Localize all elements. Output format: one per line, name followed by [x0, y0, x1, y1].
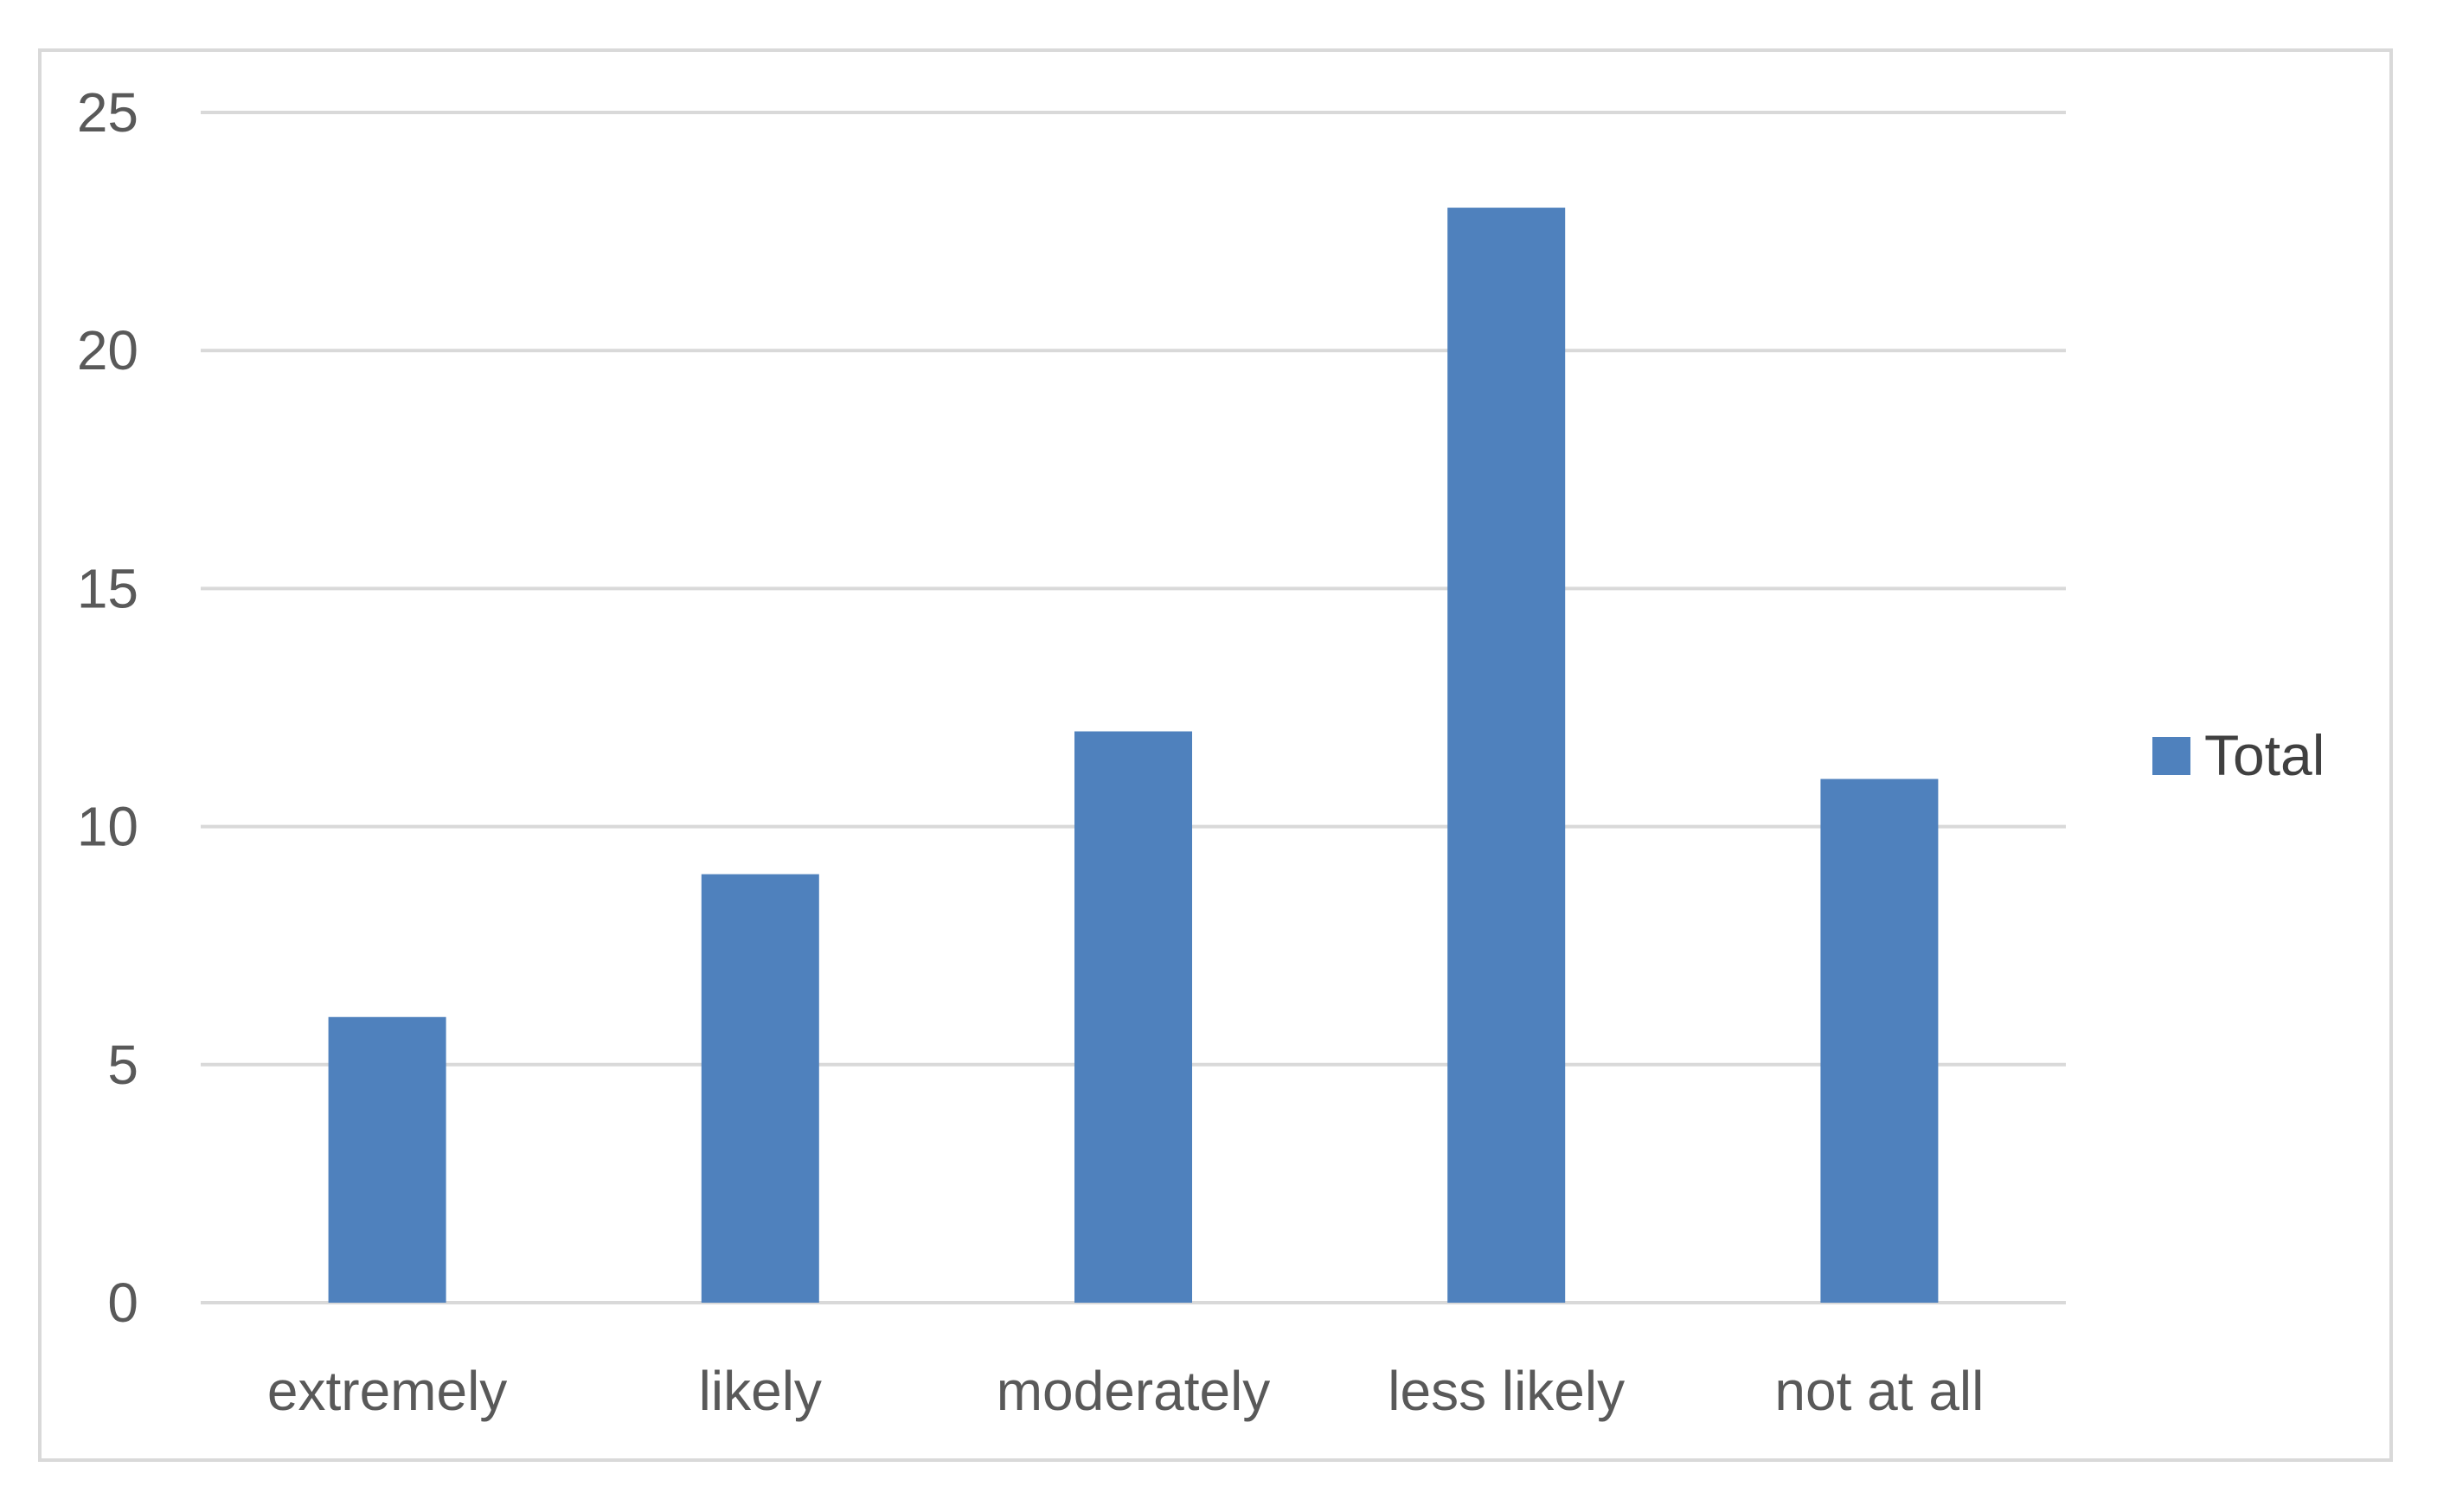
- bar-less-likely: [1447, 208, 1566, 1304]
- bar-likely: [701, 874, 819, 1303]
- y-tick-label-0: 0: [107, 1272, 138, 1334]
- bar-moderately: [1074, 731, 1192, 1303]
- y-tick-label-15: 15: [77, 557, 138, 619]
- y-tick-label-20: 20: [77, 319, 138, 381]
- legend: Total: [2152, 723, 2325, 787]
- x-axis-tick-labels: extremely likely moderately less likely not …: [267, 1360, 1984, 1422]
- y-axis-tick-labels: 0 5 10 15 20 25: [77, 81, 138, 1334]
- x-tick-label-not-at-all: not at all: [1774, 1360, 1984, 1422]
- x-tick-label-moderately: moderately: [997, 1360, 1271, 1422]
- bar-extremely: [328, 1016, 446, 1303]
- bar-not-at-all: [1820, 778, 1939, 1303]
- y-tick-label-5: 5: [107, 1034, 138, 1096]
- gridlines: [201, 111, 2066, 1304]
- y-tick-label-10: 10: [77, 796, 138, 858]
- bars: [328, 208, 1939, 1304]
- x-tick-label-less-likely: less likely: [1388, 1360, 1625, 1422]
- x-tick-label-extremely: extremely: [267, 1360, 507, 1422]
- legend-swatch-total: [2152, 737, 2190, 775]
- legend-label-total: Total: [2204, 723, 2325, 787]
- x-tick-label-likely: likely: [699, 1360, 822, 1422]
- y-tick-label-25: 25: [77, 81, 138, 144]
